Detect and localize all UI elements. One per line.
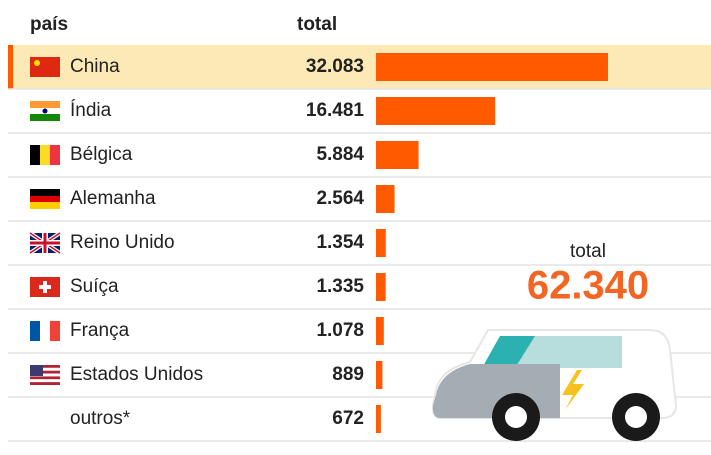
flag <box>30 189 60 209</box>
flag-part <box>30 202 60 209</box>
flag-part <box>30 370 60 374</box>
flag <box>30 321 60 341</box>
flag-part <box>34 60 40 66</box>
rows: China 32.083 Índia 16.481 Bélgica 5.884 Aleman… <box>8 45 711 442</box>
country-label: Bélgica <box>70 144 133 165</box>
flag-part <box>50 145 60 165</box>
bar <box>376 361 383 389</box>
country-label: Alemanha <box>70 188 156 209</box>
flag-part <box>30 365 60 368</box>
flag-part <box>30 241 60 245</box>
header-total: total <box>297 14 337 35</box>
flag-part <box>30 365 43 376</box>
flag-part <box>40 321 50 341</box>
flag <box>30 101 60 121</box>
flag-part <box>30 145 40 165</box>
country-label: Estados Unidos <box>70 364 203 385</box>
country-label: França <box>70 320 130 341</box>
country-label: outros* <box>70 408 131 429</box>
country-label: Suíça <box>70 276 119 297</box>
highlight-marker <box>8 45 13 89</box>
value-label: 1.078 <box>316 320 364 341</box>
header-country: país <box>30 14 68 35</box>
flag-part <box>30 382 60 385</box>
bar <box>376 53 608 81</box>
flag <box>30 57 60 77</box>
bar <box>376 229 386 257</box>
value-label: 1.335 <box>316 276 364 297</box>
value-label: 889 <box>332 364 364 385</box>
flag-part <box>30 196 60 202</box>
total-value: 62.340 <box>527 264 649 308</box>
flag-part <box>39 285 51 289</box>
value-label: 16.481 <box>306 100 365 121</box>
flag-part <box>30 367 60 371</box>
flag-part <box>50 321 60 341</box>
flag-part <box>30 101 60 108</box>
country-label: Reino Unido <box>70 232 175 253</box>
value-label: 5.884 <box>316 144 364 165</box>
bar <box>376 185 395 213</box>
car-illustration <box>431 329 678 441</box>
value-label: 2.564 <box>316 188 364 209</box>
bar <box>376 405 381 433</box>
flag-part <box>30 57 60 77</box>
value-label: 672 <box>332 408 364 429</box>
bar <box>376 141 419 169</box>
bar <box>376 97 496 125</box>
flag-part <box>42 108 48 114</box>
bar <box>376 273 386 301</box>
flag-part <box>30 321 40 341</box>
flag-part <box>40 145 50 165</box>
flag <box>28 231 62 255</box>
total-label: total <box>570 241 606 262</box>
country-label: China <box>70 56 120 77</box>
flag-part <box>30 379 60 383</box>
flag-part <box>30 373 60 377</box>
country-label: Índia <box>70 100 112 121</box>
flag-part <box>30 376 60 380</box>
flag-part <box>30 189 60 196</box>
flag <box>30 277 60 297</box>
flag-part <box>30 114 60 121</box>
flag <box>30 145 60 165</box>
value-label: 32.083 <box>306 56 364 77</box>
flag <box>30 365 60 385</box>
bar <box>376 317 384 345</box>
value-label: 1.354 <box>316 232 364 253</box>
